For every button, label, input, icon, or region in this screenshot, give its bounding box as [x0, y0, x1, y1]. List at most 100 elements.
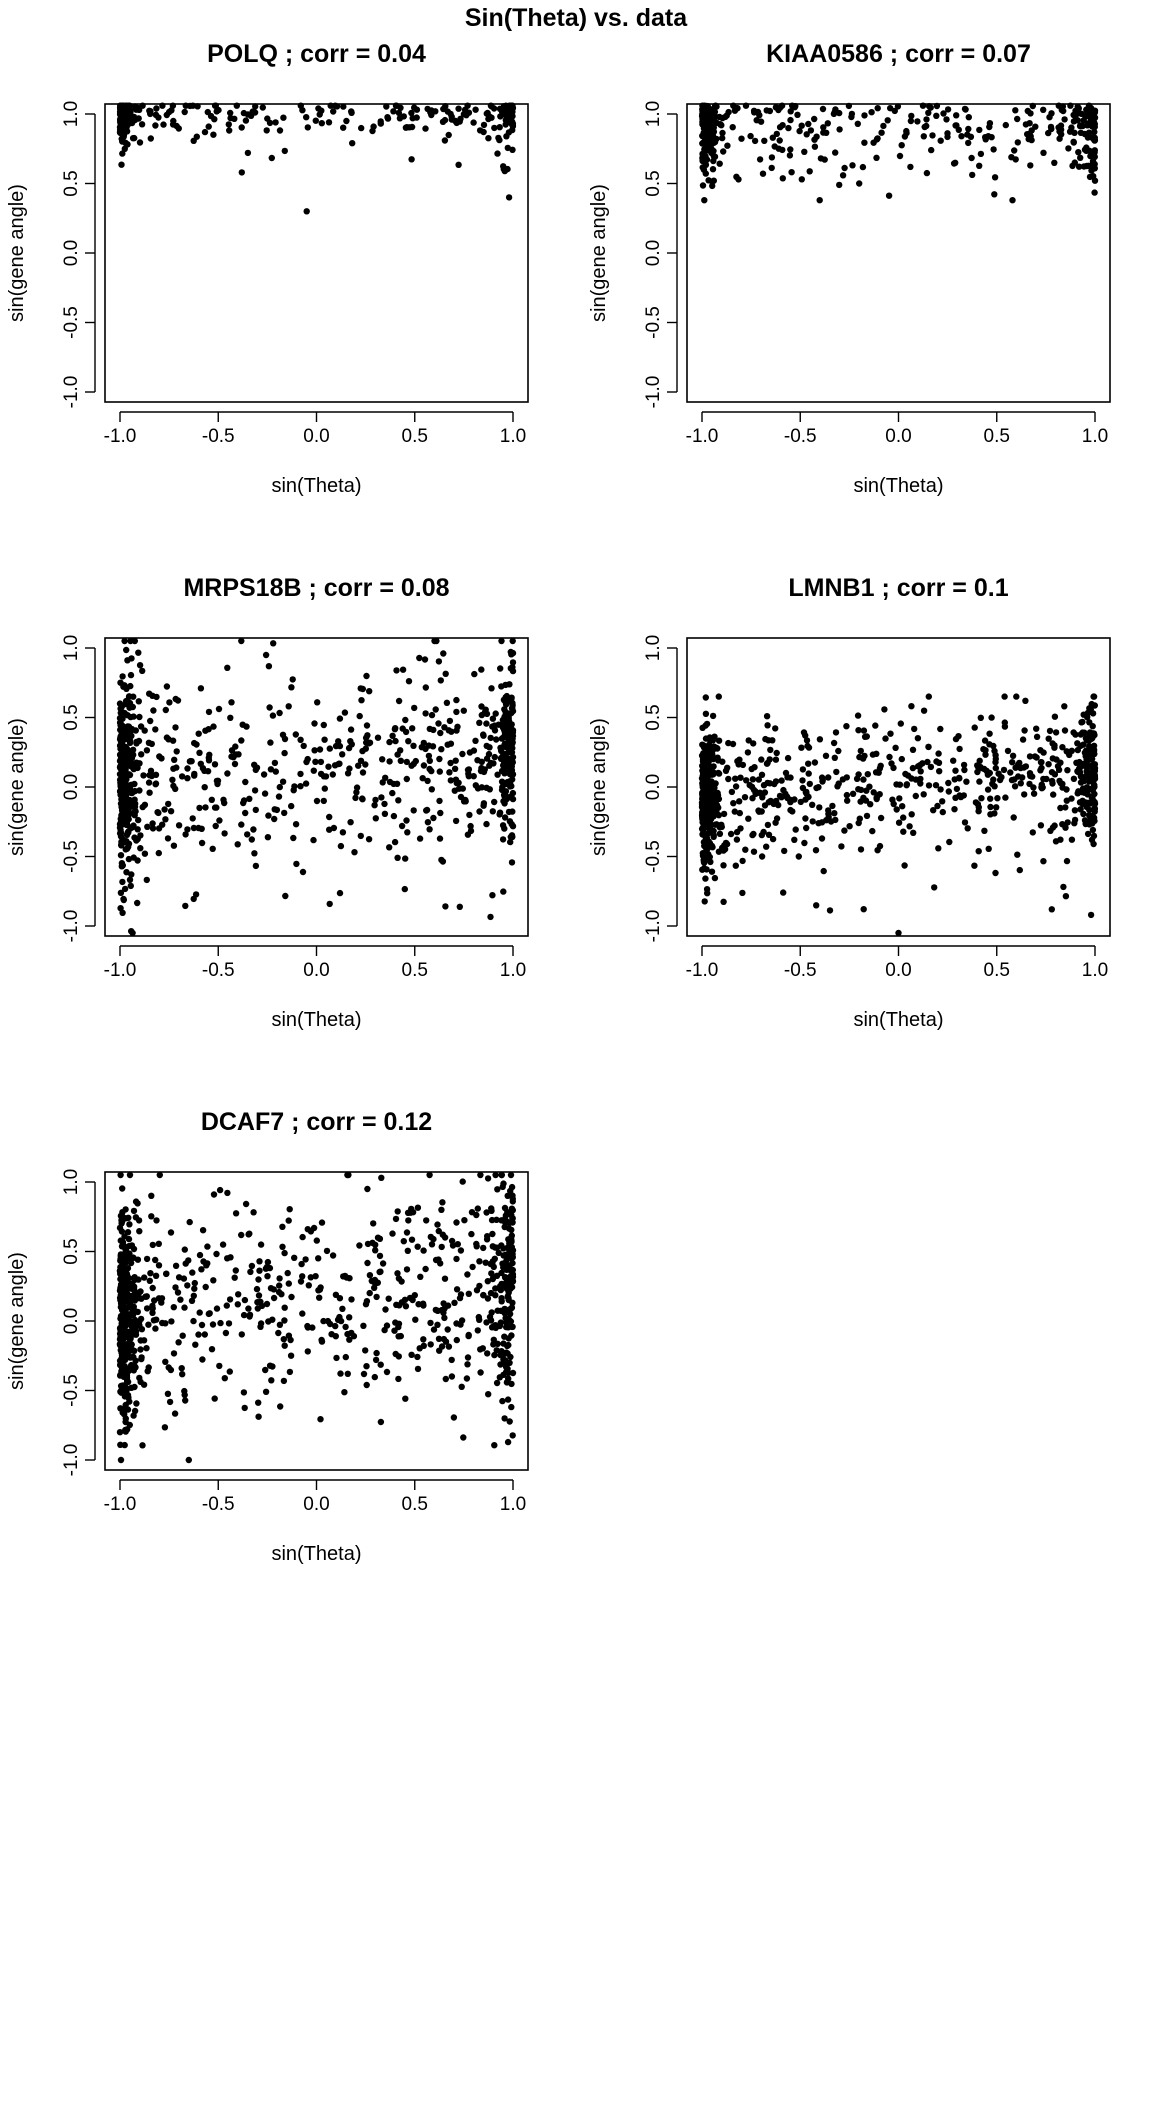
data-point: [117, 762, 124, 770]
data-point: [131, 780, 138, 788]
scatter-panel-lmnb1: LMNB1 ; corr = 0.1-1.0 -0.5 0.0 0.5 1.0sin(T…: [588, 574, 1111, 1031]
data-point: [131, 637, 138, 645]
data-point: [117, 852, 125, 859]
data-point: [431, 637, 438, 645]
data-point: [499, 1183, 506, 1191]
data-point: [489, 1243, 496, 1250]
data-point: [239, 721, 246, 728]
data-point: [137, 723, 145, 730]
data-point: [751, 137, 759, 145]
data-point: [716, 113, 723, 121]
data-point: [138, 121, 146, 128]
data-point: [1017, 780, 1024, 787]
data-point: [448, 1356, 455, 1364]
data-point: [441, 1314, 448, 1322]
data-point: [180, 1275, 188, 1282]
data-point: [134, 899, 141, 907]
data-point: [280, 1336, 287, 1343]
data-point: [311, 747, 318, 754]
y-tick-label: 1.0: [643, 101, 664, 127]
data-point: [439, 1199, 446, 1206]
data-point: [402, 716, 409, 724]
data-point: [869, 827, 876, 835]
data-point: [914, 735, 922, 742]
data-point: [1061, 116, 1068, 123]
data-point: [958, 133, 965, 140]
data-point: [769, 134, 776, 141]
data-point: [702, 722, 709, 729]
data-point: [757, 118, 765, 125]
data-point: [381, 800, 388, 808]
data-point: [281, 147, 288, 155]
data-point: [430, 1326, 438, 1333]
data-point: [250, 826, 257, 833]
data-point: [359, 796, 366, 803]
data-point: [470, 119, 477, 126]
data-point: [700, 166, 708, 173]
x-tick-label: -1.0: [686, 426, 719, 447]
data-point: [485, 135, 492, 142]
data-point: [504, 1438, 512, 1446]
data-point: [498, 1295, 505, 1302]
y-tick-label: 0.0: [61, 1308, 82, 1334]
data-point: [315, 1287, 322, 1294]
data-point: [509, 823, 517, 830]
data-point: [281, 1304, 288, 1311]
data-point: [1011, 783, 1019, 790]
data-point: [436, 797, 443, 805]
data-point: [336, 1295, 344, 1302]
data-points: [698, 693, 1099, 937]
data-point: [832, 149, 839, 156]
x-tick-label: -0.5: [784, 426, 817, 447]
data-point: [813, 784, 820, 792]
data-point: [252, 862, 260, 870]
data-point: [121, 885, 129, 893]
data-point: [504, 115, 512, 122]
data-point: [1012, 107, 1019, 114]
data-point: [1043, 775, 1050, 783]
x-tick-label: 0.5: [402, 960, 428, 981]
data-point: [509, 1247, 517, 1254]
data-point: [1057, 126, 1065, 133]
data-point: [488, 1207, 495, 1215]
data-point: [152, 771, 160, 778]
data-point: [465, 1331, 472, 1339]
data-point: [148, 1192, 155, 1200]
data-point: [130, 1412, 137, 1419]
data-point: [199, 1227, 207, 1234]
data-point: [226, 1296, 234, 1303]
data-point: [185, 1257, 192, 1264]
data-point: [1086, 806, 1093, 814]
data-point: [312, 1273, 319, 1280]
data-point: [937, 786, 944, 793]
data-point: [501, 814, 509, 821]
data-point: [506, 721, 513, 728]
data-point: [242, 1200, 250, 1208]
data-point: [240, 1311, 248, 1319]
data-point: [482, 1259, 489, 1266]
data-point: [302, 1256, 309, 1263]
data-point: [502, 1219, 509, 1226]
data-point: [801, 148, 808, 155]
data-point: [125, 855, 133, 863]
data-point: [290, 834, 297, 842]
data-point: [703, 761, 710, 768]
y-axis-label: sin(gene angle): [588, 184, 610, 322]
data-point: [441, 724, 448, 731]
data-point: [732, 783, 740, 790]
data-point: [119, 796, 127, 803]
data-point: [162, 706, 169, 714]
data-point: [813, 133, 820, 140]
data-point: [123, 646, 130, 654]
data-point: [116, 714, 124, 722]
data-point: [140, 772, 147, 779]
data-point: [371, 802, 378, 809]
data-point: [150, 707, 157, 714]
data-point: [993, 804, 1000, 811]
data-point: [383, 103, 390, 110]
data-point: [766, 756, 773, 763]
data-point: [366, 688, 373, 695]
data-point: [857, 747, 864, 755]
data-point: [212, 822, 219, 830]
data-point: [846, 823, 853, 830]
